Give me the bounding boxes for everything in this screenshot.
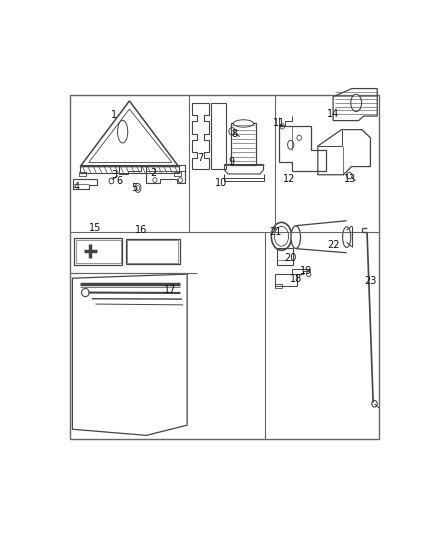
Text: 4: 4 (74, 182, 80, 192)
Ellipse shape (135, 183, 141, 192)
Text: 5: 5 (131, 183, 138, 193)
Ellipse shape (297, 135, 301, 141)
Bar (230, 124, 256, 165)
Ellipse shape (351, 94, 362, 111)
Ellipse shape (307, 271, 311, 277)
Ellipse shape (178, 177, 182, 183)
Text: 7: 7 (198, 154, 204, 163)
Ellipse shape (291, 226, 300, 248)
Text: 6: 6 (116, 176, 122, 186)
Ellipse shape (280, 124, 284, 129)
Bar (79, 172, 86, 176)
Bar (126, 239, 180, 264)
Text: 14: 14 (327, 109, 339, 119)
Ellipse shape (81, 288, 89, 297)
Text: 2: 2 (150, 168, 156, 177)
Bar (127, 240, 178, 263)
Bar (74, 238, 122, 265)
Text: 23: 23 (364, 277, 377, 286)
Ellipse shape (136, 185, 140, 191)
Text: 18: 18 (290, 274, 302, 284)
Text: 11: 11 (273, 118, 285, 128)
Text: 10: 10 (215, 178, 227, 188)
Text: 16: 16 (135, 225, 148, 235)
Ellipse shape (343, 227, 351, 247)
Bar (80, 165, 179, 173)
Bar (174, 172, 181, 176)
Bar (275, 284, 282, 288)
Text: 13: 13 (344, 174, 356, 184)
Text: 20: 20 (284, 253, 297, 263)
Bar (224, 178, 264, 181)
Text: 21: 21 (269, 227, 282, 237)
Ellipse shape (229, 127, 235, 135)
Ellipse shape (372, 400, 377, 407)
Text: 19: 19 (300, 266, 312, 276)
Ellipse shape (288, 140, 294, 149)
Ellipse shape (153, 177, 157, 183)
Bar (70, 95, 379, 440)
Bar (211, 103, 226, 168)
Text: 8: 8 (232, 129, 238, 139)
Ellipse shape (274, 227, 289, 246)
Bar (76, 240, 120, 263)
Ellipse shape (347, 172, 352, 179)
Text: 1: 1 (111, 110, 117, 120)
Ellipse shape (109, 178, 114, 184)
Text: 22: 22 (327, 240, 339, 251)
Ellipse shape (233, 120, 254, 127)
Text: 9: 9 (228, 157, 234, 167)
Text: 15: 15 (89, 223, 102, 233)
Ellipse shape (271, 222, 292, 251)
Text: 3: 3 (111, 170, 117, 180)
Bar (277, 248, 293, 265)
Text: 12: 12 (283, 174, 295, 184)
Bar (275, 274, 297, 286)
Text: 17: 17 (164, 285, 177, 295)
Ellipse shape (117, 120, 128, 143)
